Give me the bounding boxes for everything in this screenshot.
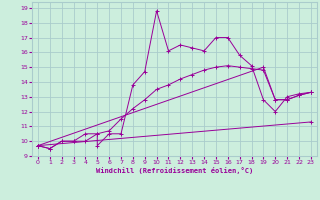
X-axis label: Windchill (Refroidissement éolien,°C): Windchill (Refroidissement éolien,°C) [96, 167, 253, 174]
